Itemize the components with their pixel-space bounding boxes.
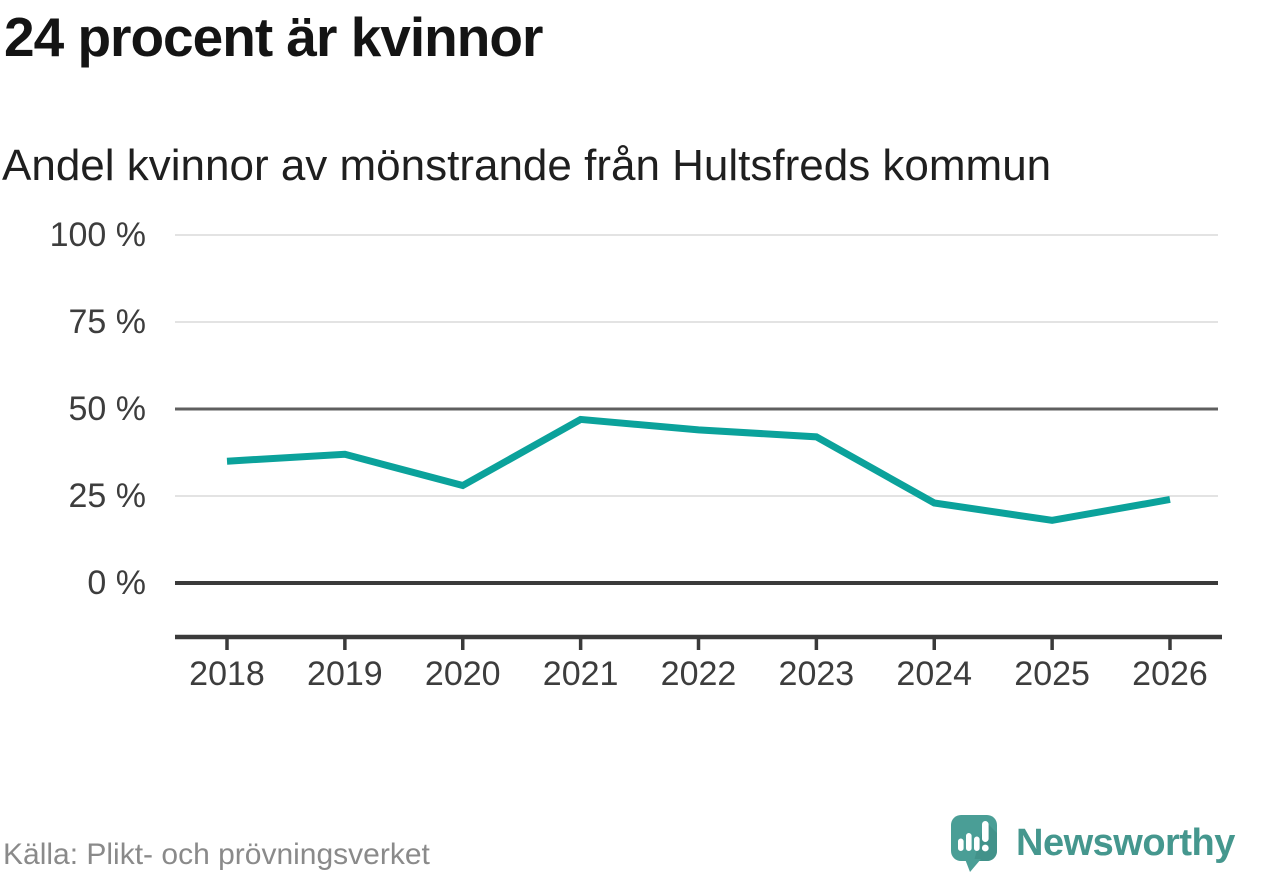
page-title: 24 procent är kvinnor	[4, 6, 543, 68]
chart-canvas	[175, 234, 1222, 650]
source-note: Källa: Plikt- och prövningsverket	[3, 838, 430, 871]
brand-logo: Newsworthy	[950, 812, 1235, 874]
data-line	[226, 415, 1171, 524]
brand-name: Newsworthy	[1016, 822, 1235, 864]
chart-subtitle: Andel kvinnor av mönstrande från Hultsfr…	[2, 141, 1052, 190]
newsworthy-icon	[951, 815, 997, 872]
